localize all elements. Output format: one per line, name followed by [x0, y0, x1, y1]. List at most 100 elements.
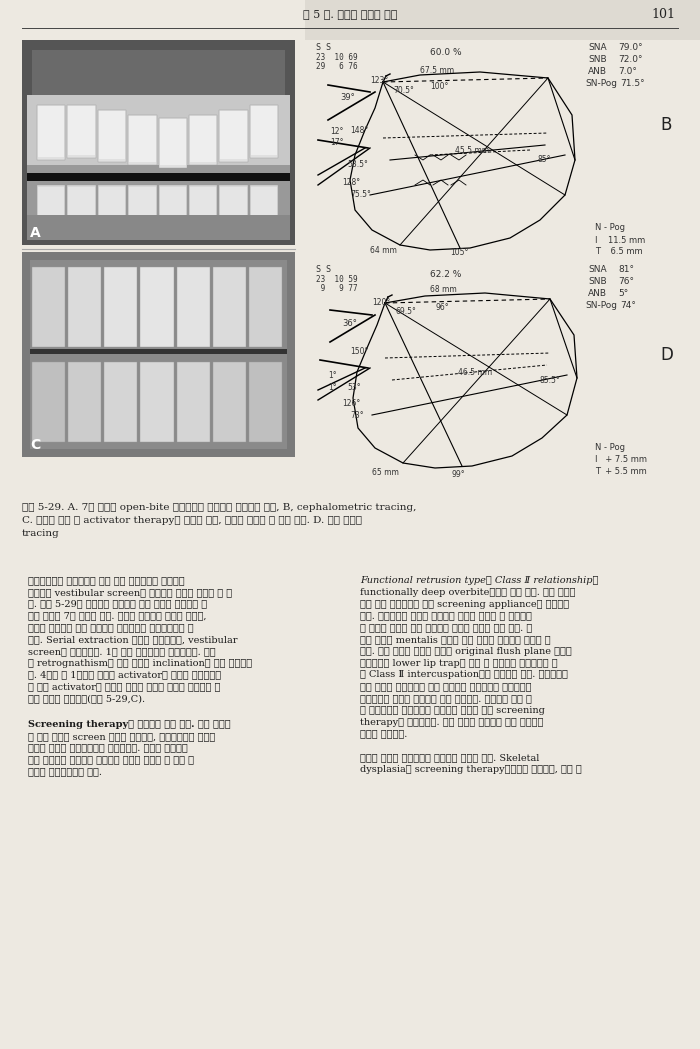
Bar — [99, 187, 125, 216]
Text: 23  10 69: 23 10 69 — [316, 53, 358, 62]
Text: therapy가 성공적이다. 보통 정보를 확인하기 위해 두개계측: therapy가 성공적이다. 보통 정보를 확인하기 위해 두개계측 — [360, 718, 543, 727]
Text: 흔히 이른 혼합치열기 동안 screening appliance로 치료가능: 흔히 이른 혼합치열기 동안 screening appliance로 치료가능 — [360, 600, 569, 608]
Bar — [68, 362, 102, 442]
Bar — [129, 187, 155, 216]
Bar — [37, 185, 65, 218]
Bar — [27, 165, 290, 220]
Bar — [98, 110, 126, 162]
Text: 위 근육기능이 부정교합의 일차적인 원인일 때만 screening: 위 근육기능이 부정교합의 일차적인 원인일 때만 screening — [360, 706, 545, 714]
Text: 23  10 59: 23 10 59 — [316, 275, 358, 284]
Bar — [251, 187, 277, 216]
Bar — [30, 260, 287, 449]
Text: dysplasia시 screening therapy만으로는 부당하고, 다른 치: dysplasia시 screening therapy만으로는 부당하고, 다… — [360, 765, 582, 774]
Bar — [32, 50, 285, 235]
Text: 과개교합과 lower lip trap에 의해 더 악화되는 치아이동에 의: 과개교합과 lower lip trap에 의해 더 악화되는 치아이동에 의 — [360, 659, 558, 667]
Bar — [69, 187, 95, 216]
Text: functionally deep overbite문제를 갖는 경우. 이런 환자는: functionally deep overbite문제를 갖는 경우. 이런 … — [360, 587, 575, 597]
Text: 150°: 150° — [350, 347, 368, 356]
Text: 85.5°: 85.5° — [540, 376, 561, 385]
Bar — [38, 187, 64, 216]
Bar — [220, 187, 246, 216]
Bar — [69, 106, 95, 155]
Text: 분석이 요구된다.: 분석이 요구된다. — [360, 729, 407, 738]
Bar — [213, 362, 246, 442]
Text: 기능적 분석을 보강시키는 두개계측 분석의 필요. Skeletal: 기능적 분석을 보강시키는 두개계측 분석의 필요. Skeletal — [360, 753, 540, 763]
Text: A: A — [30, 226, 41, 240]
Bar — [30, 349, 287, 354]
Bar — [249, 362, 282, 442]
Bar — [67, 105, 96, 158]
Text: 17°: 17° — [330, 138, 344, 147]
Bar — [38, 106, 64, 157]
Text: Screening therapy의 적응증에 대한 평가. 앞서 말했듯: Screening therapy의 적응증에 대한 평가. 앞서 말했듯 — [28, 720, 230, 729]
Bar — [305, 0, 700, 40]
Text: 36°: 36° — [342, 319, 357, 328]
Bar — [189, 115, 217, 165]
Text: 1°: 1° — [328, 383, 337, 392]
Text: C: C — [30, 438, 41, 452]
Text: 의 retrognathism과 하악 전치의 inclination이 모두 향상되었: 의 retrognathism과 하악 전치의 inclination이 모두 … — [28, 659, 252, 667]
Bar — [32, 362, 65, 442]
Bar — [128, 115, 157, 165]
Text: S S: S S — [316, 43, 331, 52]
Text: B: B — [660, 116, 671, 134]
Bar — [160, 119, 186, 165]
Text: 12°: 12° — [330, 127, 344, 136]
Text: screen을 사용하였다. 1년 후에 개방교합이 해소되었다. 하악: screen을 사용하였다. 1년 후에 개방교합이 해소되었다. 하악 — [28, 647, 216, 656]
Text: SNA: SNA — [588, 43, 607, 52]
Bar — [158, 185, 187, 218]
Bar — [251, 106, 277, 155]
Text: 120°: 120° — [372, 298, 391, 307]
Bar — [68, 267, 102, 347]
Text: 해 Class Ⅱ intercuspation으로 변화되어 있다. 임상가들은: 해 Class Ⅱ intercuspation으로 변화되어 있다. 임상가들… — [360, 670, 568, 680]
Text: 상악과 하악체는 모두 짧았으며 하악전치는 순측경사되어 있: 상악과 하악체는 모두 짧았으며 하악전치는 순측경사되어 있 — [28, 623, 194, 633]
Text: I    11.5 mm: I 11.5 mm — [595, 236, 645, 245]
Text: N - Pog: N - Pog — [595, 223, 625, 232]
Text: 85°: 85° — [537, 155, 550, 164]
Bar — [27, 173, 290, 181]
Bar — [99, 111, 125, 159]
Bar — [98, 185, 126, 218]
Bar — [220, 111, 246, 159]
Text: 들은 과도한 mentalis 근육의 나쁜 기능과 관련되는 경우가 흔: 들은 과도한 mentalis 근육의 나쁜 기능과 관련되는 경우가 흔 — [360, 635, 551, 644]
Text: 45.5 mm: 45.5 mm — [455, 146, 489, 155]
Bar — [250, 105, 278, 158]
Text: S S: S S — [316, 265, 331, 274]
Bar — [141, 267, 174, 347]
Text: 96°: 96° — [435, 303, 449, 312]
Text: SNB: SNB — [588, 55, 607, 64]
Text: 81°: 81° — [618, 265, 634, 274]
Text: 데 이는 activator가 나머지 구치와 견치의 맹출을 유도하여 공: 데 이는 activator가 나머지 구치와 견치의 맹출을 유도하여 공 — [28, 682, 221, 691]
Text: 이 여러 형태의 screen 제작은 간단하나, 선결조건으로 정확한: 이 여러 형태의 screen 제작은 간단하나, 선결조건으로 정확한 — [28, 732, 216, 741]
Text: 62.2 %: 62.2 % — [430, 270, 461, 279]
Bar — [27, 95, 290, 165]
Bar — [158, 117, 187, 168]
Text: SNA: SNA — [588, 265, 607, 274]
Bar — [22, 252, 295, 457]
Text: 53.5°: 53.5° — [347, 160, 368, 169]
Bar — [104, 267, 137, 347]
Bar — [176, 267, 210, 347]
Text: 7.0°: 7.0° — [618, 67, 637, 76]
Text: 혀와 입술의 기능부전이 함께 나타나는 경우에서는 기능부전과: 혀와 입술의 기능부전이 함께 나타나는 경우에서는 기능부전과 — [360, 682, 531, 691]
Text: SNB: SNB — [588, 277, 607, 286]
Text: 부정교합의 관계를 평가하는 것이 필요하다. 비정상적 구강 주: 부정교합의 관계를 평가하는 것이 필요하다. 비정상적 구강 주 — [360, 694, 532, 703]
Text: 었다. Serial extraction 계획이 시행되었고, vestibular: 었다. Serial extraction 계획이 시행되었고, vestibu… — [28, 635, 237, 644]
Text: ANB: ANB — [588, 67, 607, 76]
Text: 9   9 77: 9 9 77 — [316, 284, 358, 293]
Text: 측적이 시행되어야만 한다.: 측적이 시행되어야만 한다. — [28, 767, 102, 776]
Bar — [190, 116, 216, 162]
Text: 105°: 105° — [450, 248, 468, 257]
Text: 경우에도 vestibular screen을 이용하여 치료를 시작할 수 있: 경우에도 vestibular screen을 이용하여 치료를 시작할 수 있 — [28, 587, 232, 597]
Bar — [104, 362, 137, 442]
Text: 53°: 53° — [347, 383, 360, 392]
Text: 1°: 1° — [328, 371, 337, 380]
Text: SN-Pog: SN-Pog — [585, 301, 617, 311]
Text: 64 mm: 64 mm — [370, 247, 397, 255]
Text: 126°: 126° — [342, 399, 360, 408]
Text: 5°: 5° — [618, 290, 629, 298]
Text: 75.5°: 75.5° — [350, 190, 371, 199]
Text: 그림 5-29. A. 7세 환자의 open-bite 부정교합과 상악궁과 하악궁의 총생, B, cephalometric tracing,: 그림 5-29. A. 7세 환자의 open-bite 부정교합과 상악궁과 … — [22, 504, 416, 512]
Text: 69.5°: 69.5° — [395, 307, 416, 316]
Text: 71.5°: 71.5° — [620, 79, 645, 88]
